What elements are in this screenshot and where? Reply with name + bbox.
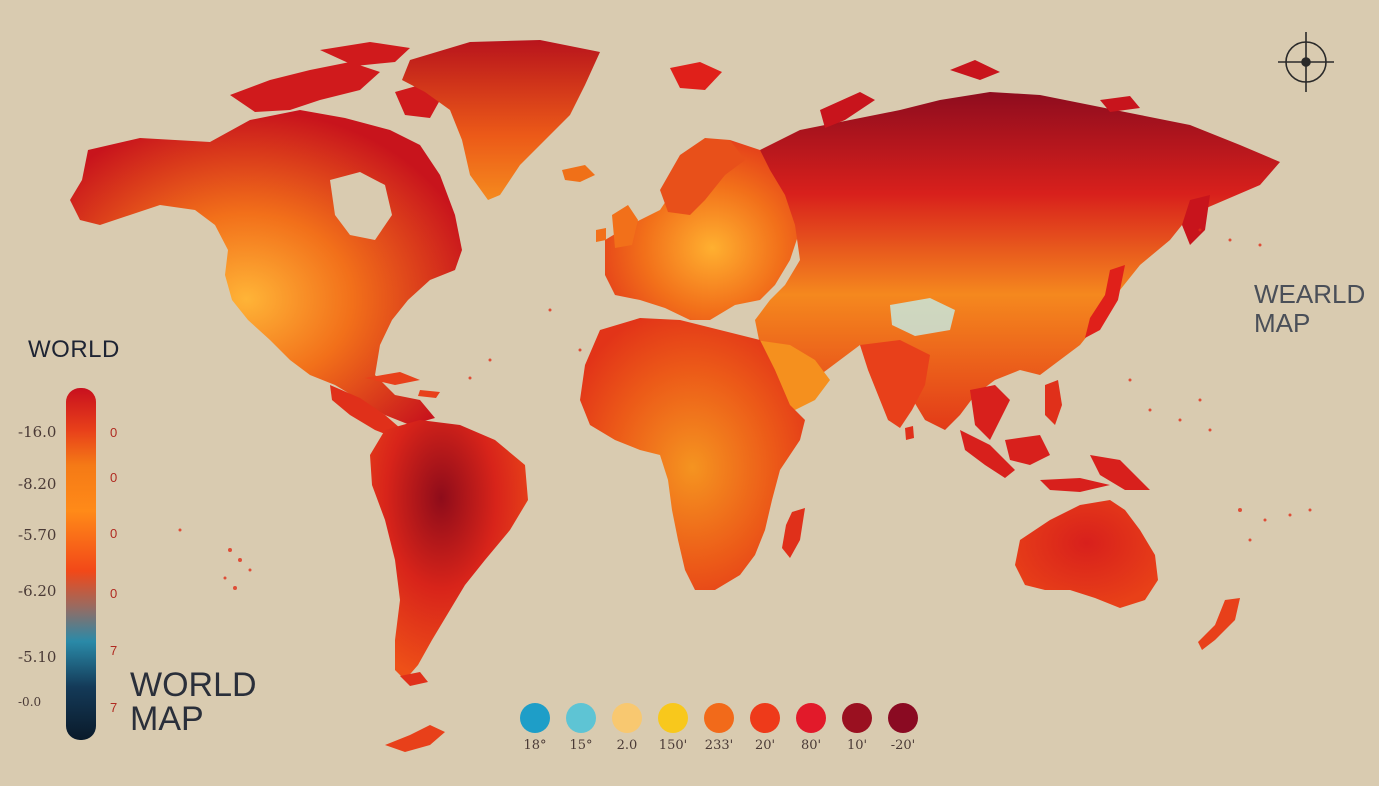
arctic-islands	[230, 42, 440, 118]
japan	[1085, 265, 1125, 338]
map-title-left: WORLD	[28, 336, 120, 363]
scale-right-label: 0	[110, 586, 118, 601]
south-america	[370, 420, 528, 680]
russian-arctic-islands	[820, 60, 1140, 128]
compass-rose-icon	[1278, 32, 1334, 92]
greenland	[402, 40, 600, 200]
iceland	[562, 165, 595, 182]
africa	[580, 318, 805, 590]
british-isles	[596, 205, 638, 248]
central-america	[330, 385, 400, 438]
scale-label: -6.20	[18, 582, 57, 600]
philippines	[1045, 380, 1062, 425]
map-title-right-line1: WEARLD	[1254, 279, 1366, 309]
australia	[1015, 500, 1158, 608]
southeast-asia	[970, 385, 1010, 440]
legend-swatch-label: 20'	[754, 738, 776, 753]
scandinavia	[660, 138, 745, 215]
legend-swatch	[796, 703, 826, 733]
scale-label: -8.20	[18, 475, 57, 493]
tibet-region	[890, 298, 955, 336]
scale-right-label: 7	[110, 700, 118, 715]
scale-right-label: 0	[110, 470, 118, 485]
legend-swatch-label: 18°	[523, 738, 547, 753]
map-title-bottom-line2: MAP	[130, 700, 204, 738]
legend-swatch	[566, 703, 596, 733]
sri-lanka	[905, 426, 914, 440]
scale-right-label: 0	[110, 526, 118, 541]
map-title-right-line2: MAP	[1254, 308, 1311, 338]
legend-swatch-label: 80'	[800, 738, 822, 753]
madagascar	[782, 508, 805, 558]
caribbean-islands	[365, 372, 440, 398]
indonesia	[960, 430, 1150, 492]
scattered-islands	[178, 228, 1312, 590]
legend-swatch-label: 2.0	[616, 738, 638, 753]
scale-label: -5.70	[18, 526, 57, 544]
legend-swatch	[520, 703, 550, 733]
antarctic-fragment	[385, 725, 445, 752]
legend-swatch-label: 10'	[846, 738, 868, 753]
scale-right-label: 0	[110, 425, 118, 440]
legend-swatch-label: 150'	[658, 738, 688, 753]
map-title-bottom-line1: WORLD	[130, 666, 257, 704]
new-zealand	[1198, 598, 1240, 650]
legend-swatches	[520, 703, 918, 733]
scale-right-label: 7	[110, 643, 118, 658]
hudson-bay	[330, 172, 392, 240]
legend-swatch-label: -20'	[890, 738, 916, 753]
tierra-del-fuego	[400, 672, 428, 686]
scale-label: -0.0	[18, 695, 42, 709]
color-scale-bar	[66, 388, 96, 740]
kamchatka	[1182, 195, 1210, 245]
asia	[755, 92, 1280, 430]
legend-swatch	[612, 703, 642, 733]
legend-swatch-label: 15°	[569, 738, 593, 753]
svalbard	[670, 62, 722, 90]
legend-swatch	[750, 703, 780, 733]
legend-swatch	[888, 703, 918, 733]
legend-swatch-label: 233'	[704, 738, 734, 753]
india	[860, 340, 930, 428]
map-title-bottom: WORLD MAP	[130, 668, 257, 736]
legend-swatch	[842, 703, 872, 733]
map-title-right: WEARLD MAP	[1254, 280, 1365, 338]
legend-swatch	[658, 703, 688, 733]
europe	[605, 140, 800, 320]
scale-label: -5.10	[18, 648, 57, 666]
legend-swatch	[704, 703, 734, 733]
scale-label: -16.0	[18, 423, 57, 441]
